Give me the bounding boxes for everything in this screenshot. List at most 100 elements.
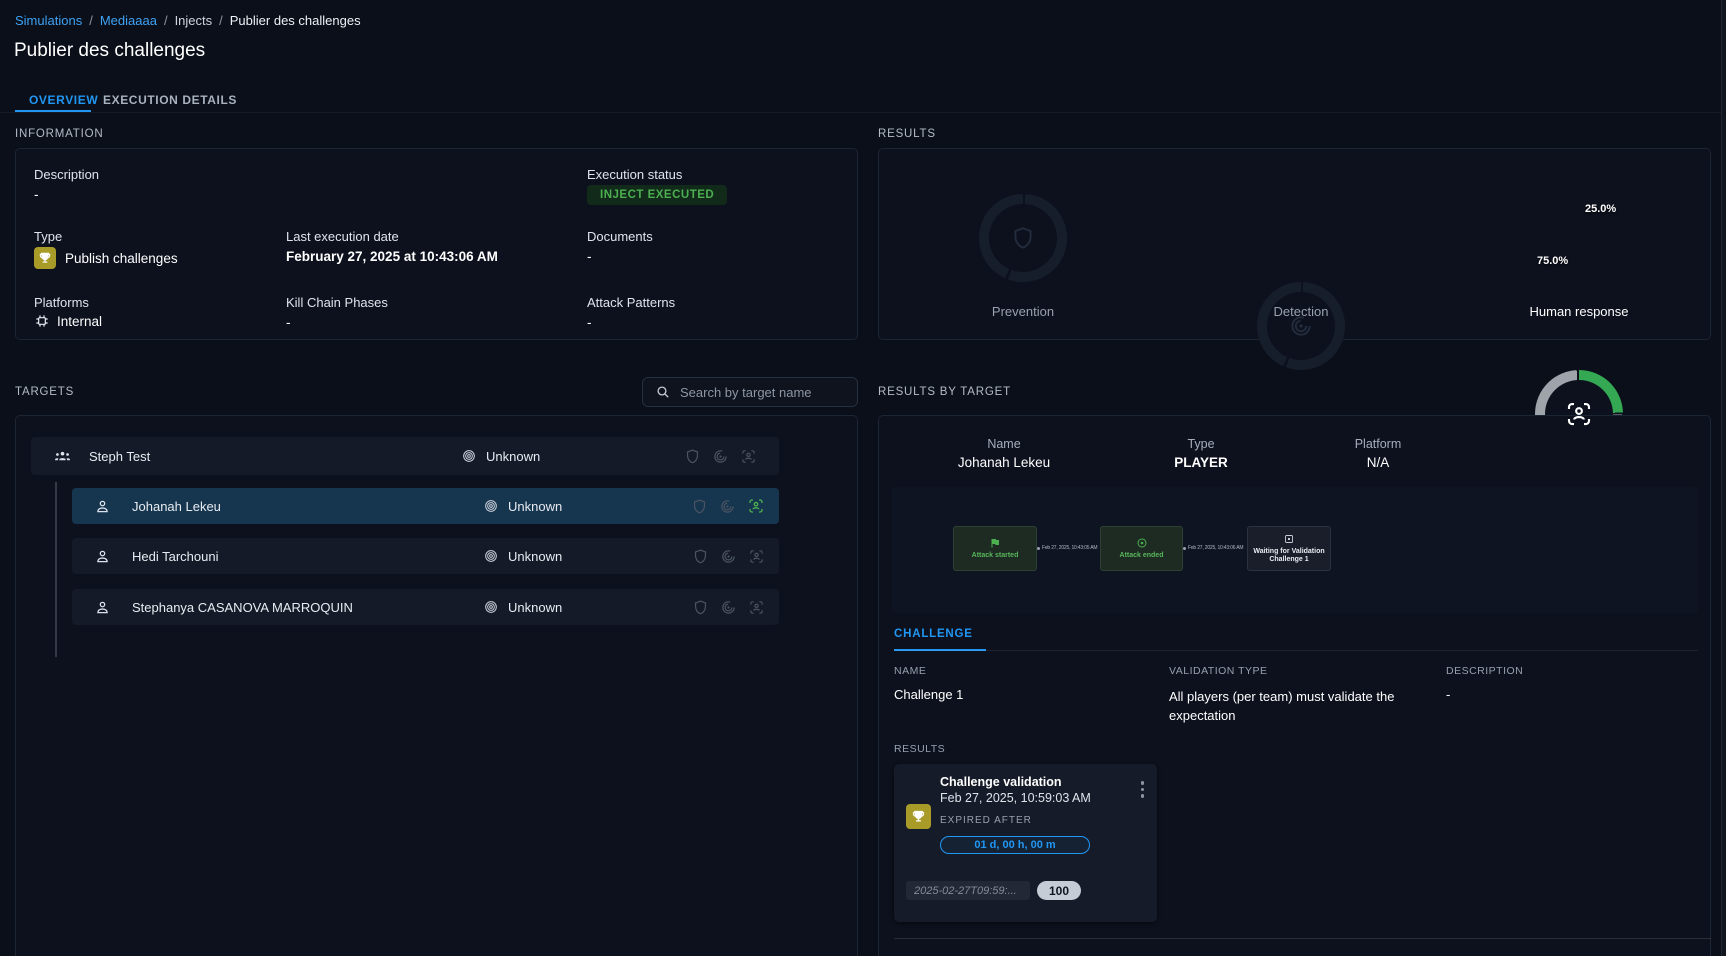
- card-date: Feb 27, 2025, 10:59:03 AM: [940, 791, 1091, 805]
- tab-challenge[interactable]: CHALLENGE: [894, 628, 973, 640]
- tabs-divider: [0, 112, 1726, 113]
- challenge-tab-indicator: [894, 649, 986, 651]
- attack-patterns-label: Attack Patterns: [587, 295, 676, 310]
- prevention-status-icon: [694, 548, 707, 563]
- detection-status-icon: [714, 449, 727, 463]
- validation-type-label: VALIDATION TYPE: [1169, 665, 1268, 677]
- kill-chain-value: -: [286, 315, 291, 330]
- human-response-status-icon: [750, 549, 763, 563]
- target-platform: Unknown: [486, 448, 541, 464]
- team-icon: [53, 447, 72, 466]
- target-platform: Unknown: [508, 599, 563, 615]
- challenge-description-label: DESCRIPTION: [1446, 665, 1524, 677]
- target-search-input[interactable]: [680, 384, 856, 400]
- trophy-icon: [906, 804, 931, 829]
- prevention-donut: [979, 194, 1067, 282]
- targets-section-label: TARGETS: [15, 386, 75, 398]
- challenge-trophy-icon: [34, 247, 56, 269]
- person-icon: [94, 548, 111, 565]
- person-icon: [94, 498, 111, 515]
- breadcrumb: Simulations / Mediaaaa / Injects / Publi…: [15, 13, 361, 28]
- breadcrumb-injects[interactable]: Injects: [174, 13, 213, 28]
- breadcrumb-simulations[interactable]: Simulations: [15, 13, 83, 28]
- target-type-value: PLAYER: [1174, 455, 1228, 470]
- human-response-pct-25: 25.0%: [1585, 203, 1617, 215]
- waiting-validation-icon: [1285, 534, 1293, 543]
- validation-type-value: All players (per team) must validate the…: [1169, 689, 1395, 723]
- target-platform: Unknown: [508, 548, 563, 564]
- prevention-status-icon: [694, 599, 707, 614]
- person-icon: [94, 599, 111, 616]
- human-response-icon: [1567, 402, 1591, 426]
- target-row-player[interactable]: Stephanya CASANOVA MARROQUIN Unknown: [72, 589, 779, 625]
- score-badge: 100: [1037, 881, 1081, 900]
- last-execution-label: Last execution date: [286, 229, 399, 244]
- type-value: Publish challenges: [65, 250, 178, 266]
- results-panel: Prevention Detection 25.0% 75.0% Human r…: [878, 148, 1711, 458]
- target-name-value: Johanah Lekeu: [957, 455, 1051, 470]
- description-value: -: [34, 187, 39, 202]
- target-name: Stephanya CASANOVA MARROQUIN: [132, 599, 353, 615]
- platforms-label: Platforms: [34, 295, 89, 310]
- tab-execution-details[interactable]: EXECUTION DETAILS: [103, 93, 237, 107]
- execution-timeline: Attack started Feb 27, 2025, 10:43:05 AM…: [892, 487, 1698, 613]
- target-type-label: Type: [1187, 437, 1215, 451]
- detection-icon: [1291, 316, 1311, 336]
- detection-donut: [1257, 282, 1345, 370]
- timeline-node-attack-started: Attack started: [953, 526, 1037, 571]
- detection-status-icon: [722, 549, 735, 563]
- tab-active-indicator: [15, 110, 91, 112]
- timeline-node-label: Waiting for Validation Challenge 1: [1253, 547, 1325, 564]
- detection-label: Detection: [1273, 304, 1329, 319]
- documents-value: -: [587, 249, 592, 264]
- card-title: Challenge validation: [940, 775, 1062, 789]
- results-section-label: RESULTS: [878, 128, 936, 140]
- target-row-player-selected[interactable]: Johanah Lekeu Unknown: [72, 488, 779, 524]
- execution-status-badge: INJECT EXECUTED: [587, 185, 728, 205]
- target-name: Hedi Tarchouni: [132, 548, 219, 564]
- prevention-status-icon: [686, 448, 699, 463]
- platform-unknown-icon: [483, 548, 499, 564]
- bottom-divider: [894, 938, 1711, 939]
- target-name: Johanah Lekeu: [132, 498, 221, 514]
- prevention-status-icon: [693, 498, 706, 513]
- internal-platform-icon: [34, 313, 50, 329]
- timeline-connector: Feb 27, 2025, 10:43:05 AM →: [1037, 541, 1112, 555]
- breadcrumb-separator: /: [89, 13, 93, 28]
- detection-status-icon: [721, 499, 734, 513]
- challenge-results-label: RESULTS: [894, 743, 946, 755]
- target-search: [642, 377, 858, 407]
- type-label: Type: [34, 229, 63, 244]
- attack-patterns-value: -: [587, 315, 592, 330]
- target-platform: Unknown: [508, 498, 563, 514]
- scrollbar[interactable]: [1721, 0, 1726, 956]
- platform-unknown-icon: [483, 599, 499, 615]
- expired-after-label: EXPIRED AFTER: [940, 815, 1032, 826]
- shield-icon: [1014, 227, 1032, 249]
- breadcrumb-simulation-name[interactable]: Mediaaaa: [99, 13, 157, 28]
- tab-overview[interactable]: OVERVIEW: [29, 93, 99, 107]
- breadcrumb-current: Publier des challenges: [229, 13, 361, 28]
- challenge-name-value: Challenge 1: [894, 687, 964, 702]
- human-response-pct-75: 75.0%: [1537, 255, 1569, 267]
- timeline-node-attack-ended: Attack ended: [1100, 526, 1183, 571]
- platform-unknown-icon: [461, 448, 477, 464]
- human-response-status-icon: [742, 449, 755, 463]
- prevention-label: Prevention: [991, 304, 1055, 319]
- results-by-target-panel: Name Johanah Lekeu Type PLAYER Platform …: [878, 415, 1711, 956]
- card-menu-kebab-icon[interactable]: [1138, 778, 1148, 801]
- target-row-player[interactable]: Hedi Tarchouni Unknown: [72, 538, 779, 574]
- page-title: Publier des challenges: [14, 40, 206, 61]
- expiration-chip: 01 d, 00 h, 00 m: [940, 836, 1090, 854]
- human-response-status-icon-success: [749, 499, 763, 513]
- team-children-connector: [55, 482, 57, 657]
- last-execution-value: February 27, 2025 at 10:43:06 AM: [286, 249, 498, 264]
- target-row-team[interactable]: Steph Test Unknown: [31, 437, 779, 475]
- timeline-connector-date: Feb 27, 2025, 10:43:06 AM: [1188, 545, 1244, 551]
- timeline-connector-date: Feb 27, 2025, 10:43:05 AM: [1042, 545, 1098, 551]
- description-label: Description: [34, 167, 100, 182]
- challenge-tab-divider: [894, 650, 1698, 651]
- human-response-status-icon: [750, 600, 763, 614]
- targets-panel: Steph Test Unknown Johanah Lekeu: [15, 415, 858, 956]
- platforms-value: Internal: [57, 313, 103, 329]
